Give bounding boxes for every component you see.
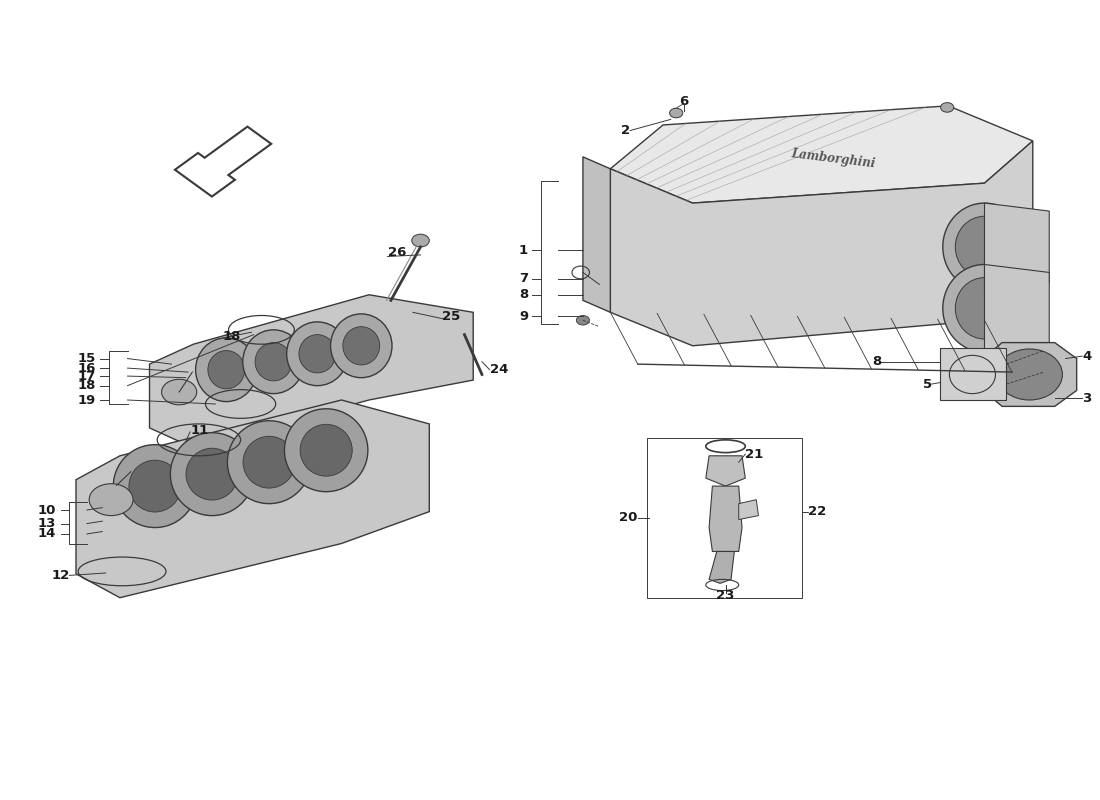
Text: 8: 8 <box>872 355 881 368</box>
Circle shape <box>89 484 133 515</box>
Text: 14: 14 <box>37 527 56 541</box>
Polygon shape <box>710 486 742 551</box>
Text: 18: 18 <box>223 330 241 342</box>
Text: 22: 22 <box>807 505 826 518</box>
Text: Lamborghini: Lamborghini <box>790 147 876 170</box>
Polygon shape <box>939 348 1006 400</box>
Ellipse shape <box>186 448 238 500</box>
Text: 5: 5 <box>923 378 932 390</box>
Ellipse shape <box>997 349 1063 400</box>
Ellipse shape <box>955 216 1014 278</box>
Polygon shape <box>706 456 746 486</box>
Ellipse shape <box>255 342 292 381</box>
Ellipse shape <box>943 265 1026 352</box>
Polygon shape <box>610 141 1033 346</box>
Text: 21: 21 <box>746 448 763 461</box>
Text: 13: 13 <box>37 517 56 530</box>
Text: 10: 10 <box>37 503 56 517</box>
Text: 1: 1 <box>519 244 528 257</box>
Text: 11: 11 <box>190 424 208 437</box>
Text: 8: 8 <box>519 288 528 302</box>
Text: 18: 18 <box>77 379 96 392</box>
Ellipse shape <box>243 330 305 394</box>
Ellipse shape <box>170 433 254 515</box>
Ellipse shape <box>287 322 348 386</box>
Ellipse shape <box>208 350 245 389</box>
Text: 25: 25 <box>442 310 461 322</box>
Ellipse shape <box>285 409 367 492</box>
Ellipse shape <box>943 203 1026 290</box>
Text: 23: 23 <box>716 589 735 602</box>
Polygon shape <box>983 342 1077 406</box>
Text: 19: 19 <box>77 394 96 406</box>
Ellipse shape <box>243 436 295 488</box>
Polygon shape <box>150 294 473 448</box>
Ellipse shape <box>331 314 392 378</box>
Ellipse shape <box>299 334 336 373</box>
Polygon shape <box>984 203 1049 290</box>
Circle shape <box>576 315 590 325</box>
Circle shape <box>162 379 197 405</box>
Ellipse shape <box>228 421 311 504</box>
Polygon shape <box>76 400 429 598</box>
Text: 7: 7 <box>519 272 528 286</box>
Ellipse shape <box>343 326 379 365</box>
Text: 12: 12 <box>52 569 69 582</box>
Circle shape <box>670 108 683 118</box>
Text: 16: 16 <box>77 362 96 374</box>
Text: 2: 2 <box>621 124 630 137</box>
Polygon shape <box>739 500 759 519</box>
Polygon shape <box>710 551 735 583</box>
Ellipse shape <box>300 424 352 476</box>
Text: 4: 4 <box>1082 350 1091 362</box>
Text: 20: 20 <box>619 511 638 525</box>
Text: 15: 15 <box>77 352 96 365</box>
Text: 26: 26 <box>387 246 406 259</box>
Ellipse shape <box>196 338 257 402</box>
Text: 3: 3 <box>1082 392 1091 405</box>
Circle shape <box>411 234 429 247</box>
Ellipse shape <box>955 278 1014 339</box>
Polygon shape <box>583 157 610 312</box>
Ellipse shape <box>129 460 182 512</box>
Text: 9: 9 <box>519 310 528 322</box>
Text: 24: 24 <box>490 363 508 376</box>
Polygon shape <box>610 106 1033 203</box>
Polygon shape <box>984 265 1049 352</box>
Text: 17: 17 <box>77 370 96 382</box>
Circle shape <box>940 102 954 112</box>
Ellipse shape <box>113 445 197 527</box>
Text: 6: 6 <box>679 94 689 107</box>
